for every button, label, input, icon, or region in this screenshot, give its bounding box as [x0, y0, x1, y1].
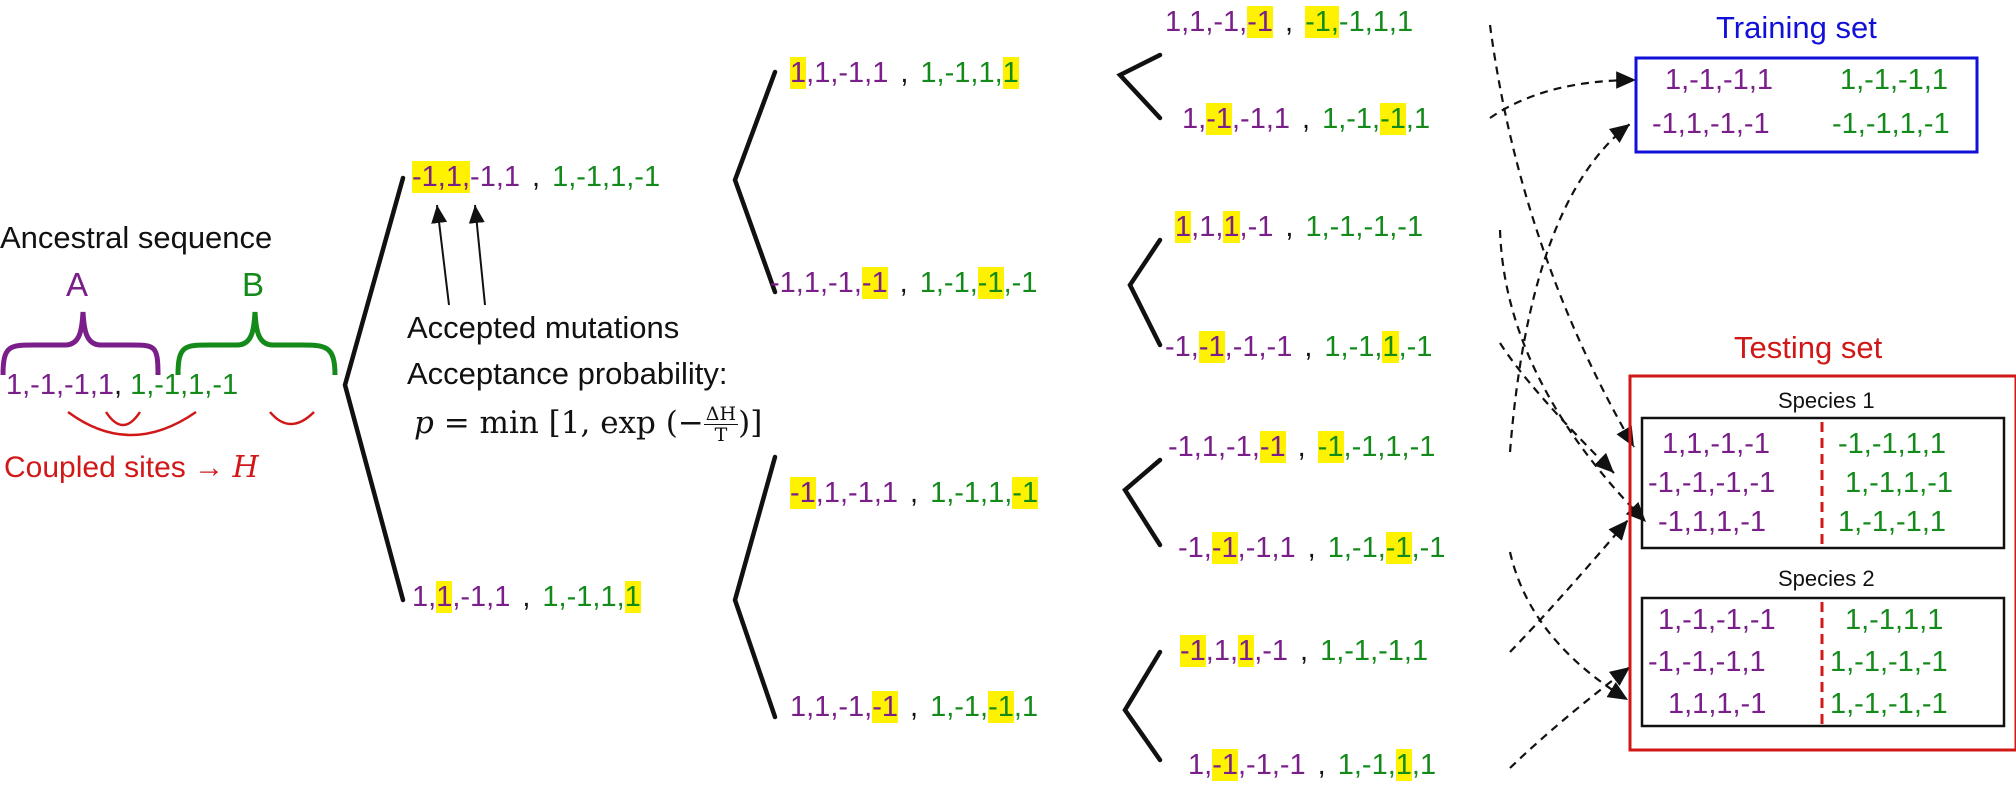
tree-level2-node-4: 1,1,-1,-1, 1,-1,-1,1 [790, 691, 1039, 723]
tree-level3-node-3-part-b: 1,-1,-1,-1 [1305, 211, 1424, 243]
training-row-1-b: 1,-1,-1,1 [1840, 64, 1948, 96]
tree-level3-node-7-part-b: 1,-1,-1,1 [1320, 635, 1429, 667]
coupling-arc-1 [67, 410, 197, 437]
acceptance-probability-label: Acceptance probability: [407, 356, 728, 391]
tree-level2-node-3: -1,1,-1,1, 1,-1,1,-1 [790, 477, 1039, 509]
tree-level3-node-1-part-b: -1,-1,1,1 [1305, 6, 1414, 38]
species-2-row-1-b: 1,-1,1,1 [1845, 604, 1944, 636]
tree-level3-node-8: 1,-1,-1,-1, 1,-1,1,1 [1188, 749, 1437, 781]
testing-box [1628, 374, 2016, 752]
tree-level1-node-2: 1,1,-1,1, 1,-1,1,1 [412, 581, 641, 613]
tree-level3-node-6: -1,-1,-1,1, 1,-1,-1,-1 [1178, 532, 1446, 564]
coupling-arc-2 [104, 411, 142, 427]
species-2-row-2-a: -1,-1,-1,1 [1648, 646, 1766, 678]
tree-level3-node-6-part-a: -1,-1,-1,1 [1178, 532, 1296, 564]
tree-level3-node-7: -1,1,1,-1, 1,-1,-1,1 [1180, 635, 1429, 667]
coupled-sites-label: Coupled sites → H [4, 450, 259, 485]
species-1-row-1-a: 1,1,-1,-1 [1662, 428, 1770, 460]
species-1-box [1640, 416, 2006, 550]
coupling-arc-3 [269, 411, 315, 426]
tree-level1-node-1-part-a: -1,1,-1,1 [412, 161, 521, 193]
tree-level2-node-1-part-b: 1,-1,1,1 [920, 57, 1019, 89]
label-a: A [66, 266, 89, 303]
tree-level3-node-8-part-b: 1,-1,1,1 [1337, 749, 1437, 781]
tree-level3-node-1-part-a: 1,1,-1,-1 [1165, 6, 1274, 38]
brace-a [0, 311, 161, 376]
training-row-2-a: -1,1,-1,-1 [1652, 108, 1770, 140]
tree-level3-node-8-part-a: 1,-1,-1,-1 [1188, 749, 1306, 781]
tree-level2-node-2-part-b: 1,-1,-1,-1 [919, 267, 1038, 299]
tree-level3-node-2-part-b: 1,-1,-1,1 [1322, 103, 1431, 135]
label-b: B [242, 266, 265, 303]
testing-title: Testing set [1734, 330, 1883, 365]
tree-branches [342, 52, 1163, 763]
species-2-row-3-b: 1,-1,-1,-1 [1830, 688, 1948, 720]
species-1-row-2-a: -1,-1,-1,-1 [1648, 467, 1776, 499]
tree-level3-node-3-part-a: 1,1,1,-1 [1175, 211, 1274, 243]
tree-level3-node-7-part-a: -1,1,1,-1 [1180, 635, 1289, 667]
species-2-title: Species 2 [1778, 566, 1875, 591]
tree-level3-node-2: 1,-1,-1,1, 1,-1,-1,1 [1182, 103, 1431, 135]
brace-b [175, 311, 338, 376]
tree-level1-node-2-part-a: 1,1,-1,1 [412, 581, 511, 613]
tree-level2-node-3-part-b: 1,-1,1,-1 [930, 477, 1039, 509]
tree-level2-node-3-part-a: -1,1,-1,1 [790, 477, 899, 509]
accepted-mutations-label: Accepted mutations [407, 310, 680, 345]
tree-level3-node-4-part-b: 1,-1,1,-1 [1324, 331, 1433, 363]
tree-level3-node-1: 1,1,-1,-1, -1,-1,1,1 [1165, 6, 1414, 38]
species-1-row-2-b: 1,-1,1,-1 [1845, 467, 1953, 499]
tree-level3-node-2-part-a: 1,-1,-1,1 [1182, 103, 1291, 135]
species-1-row-3-b: 1,-1,-1,1 [1838, 506, 1946, 538]
ancestral-title: Ancestral sequence [0, 220, 273, 255]
tree-level3-node-5-part-b: -1,-1,1,-1 [1317, 431, 1436, 463]
ancestral-sequence: 1,-1,-1,1, 1,-1,1,-1 [6, 369, 239, 401]
species-2-row-3-a: 1,1,1,-1 [1668, 688, 1767, 720]
training-row-1-a: 1,-1,-1,1 [1665, 64, 1773, 96]
tree-level2-node-2: -1,1,-1,-1, 1,-1,-1,-1 [770, 267, 1038, 299]
species-1-row-3-a: -1,1,1,-1 [1658, 506, 1766, 538]
tree-level2-node-1-part-a: 1,1,-1,1 [790, 57, 889, 89]
species-2-row-2-b: 1,-1,-1,-1 [1830, 646, 1948, 678]
tree-level3-node-4: -1,-1,-1,-1, 1,-1,1,-1 [1165, 331, 1433, 363]
species-2-box [1640, 596, 2006, 728]
tree-level1-node-1: -1,1,-1,1, 1,-1,1,-1 [412, 161, 661, 193]
species-2-row-1-a: 1,-1,-1,-1 [1658, 604, 1776, 636]
ancestral-part-a: 1,-1,-1,1 [6, 369, 114, 401]
ancestral-part-b: 1,-1,1,-1 [130, 369, 239, 401]
training-row-2-b: -1,-1,1,-1 [1832, 108, 1950, 140]
assignment-arrows [1488, 24, 1647, 769]
tree-level2-node-1: 1,1,-1,1, 1,-1,1,1 [790, 57, 1019, 89]
species-1-row-1-b: -1,-1,1,1 [1838, 428, 1946, 460]
tree-level2-node-4-part-b: 1,-1,-1,1 [930, 691, 1039, 723]
tree-level3-node-3: 1,1,1,-1, 1,-1,-1,-1 [1175, 211, 1424, 243]
tree-level3-node-5-part-a: -1,1,-1,-1 [1168, 431, 1286, 463]
species-1-title: Species 1 [1778, 388, 1875, 413]
tree-level3-node-5: -1,1,-1,-1, -1,-1,1,-1 [1168, 431, 1436, 463]
tree-level1-node-2-part-b: 1,-1,1,1 [542, 581, 641, 613]
training-title: Training set [1716, 10, 1877, 45]
training-box [1634, 56, 1979, 154]
acceptance-formula: p = min [1, exp (− ΔH T)] [414, 403, 763, 446]
tree-level2-node-2-part-a: -1,1,-1,-1 [770, 267, 888, 299]
tree-level3-node-6-part-b: 1,-1,-1,-1 [1327, 532, 1446, 564]
tree-level1-node-1-part-b: 1,-1,1,-1 [552, 161, 661, 193]
tree-level3-node-4-part-a: -1,-1,-1,-1 [1165, 331, 1293, 363]
tree-level2-node-4-part-a: 1,1,-1,-1 [790, 691, 899, 723]
